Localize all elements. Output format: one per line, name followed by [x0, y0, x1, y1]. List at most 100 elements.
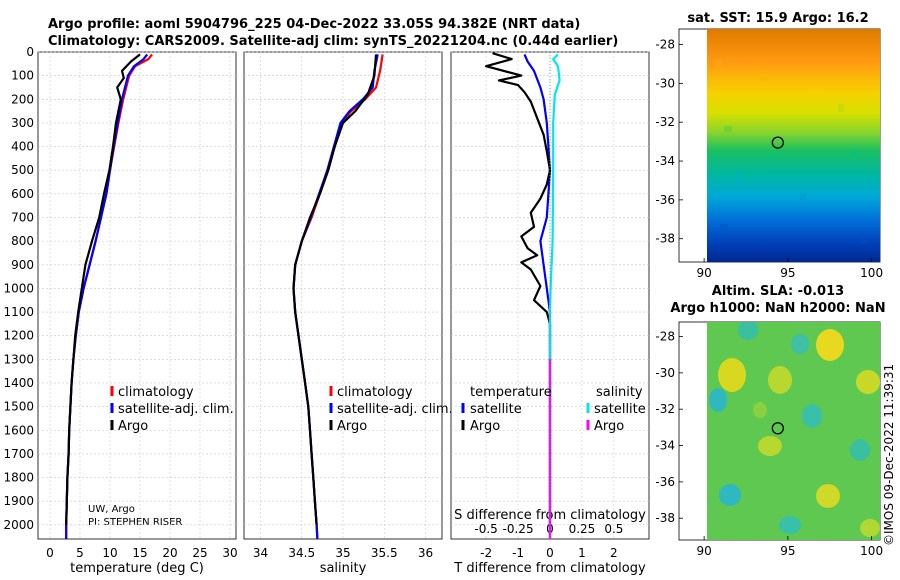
y-tick-label: 1400 [3, 376, 34, 390]
sla-map-title-1: Altim. SLA: -0.013 [712, 284, 844, 299]
map-x-tick-label: 95 [780, 266, 795, 280]
salinity-panel: 34 34.5 35 35.5 36 salinity climatology satelli… [243, 51, 453, 576]
map-y-tick-label: -30 [655, 76, 675, 90]
map-y-tick-label: -28 [655, 330, 675, 344]
legend-label: Argo [594, 419, 624, 434]
y-tick-label: 700 [11, 210, 34, 224]
map-y-tick-label: -36 [655, 193, 675, 207]
y-tick-label: 1900 [3, 494, 34, 508]
x-tick-label: 0 [546, 546, 554, 560]
x-tick-label: -1 [512, 546, 524, 560]
sst-heatmap [707, 29, 880, 262]
y-tick-label: 100 [11, 69, 34, 83]
y-tick-label: 1500 [3, 400, 34, 414]
map-axes: 90 95 100 -28 -30 -32 -34 -36 -38 90 95 100 -28 -30 -3… [655, 38, 883, 558]
x-tick-label: 2 [610, 546, 618, 560]
x-tick-label: 25 [192, 546, 207, 560]
legend-label: satellite [470, 402, 522, 417]
legend-label: Argo [470, 419, 500, 434]
legend-label: climatology [337, 385, 413, 400]
y-tick-label: 900 [11, 258, 34, 272]
imos-stamp: ©IMOS 09-Dec-2022 11:39:31 [882, 364, 896, 546]
y-tick-label: 800 [11, 234, 34, 248]
legend-title-temperature: temperature [470, 385, 552, 400]
y-tick-label: 1000 [3, 281, 34, 295]
title-line-1: Argo profile: aoml 5904796_225 04-Dec-20… [48, 17, 580, 32]
sla-map-panel: Altim. SLA: -0.013 Argo h1000: NaN h2000… [670, 284, 886, 541]
x-axis-label: T difference from climatology [453, 561, 646, 576]
plot-frame [37, 51, 237, 540]
map-y-tick-label: -32 [655, 402, 675, 416]
y-tick-label: 500 [11, 163, 34, 177]
x-top-tick-label: 0.5 [604, 522, 623, 536]
map-y-tick-label: -34 [655, 154, 675, 168]
y-tick-label: 2000 [3, 518, 34, 532]
map-y-tick-label: -30 [655, 366, 675, 380]
map-y-tick-label: -28 [655, 38, 675, 52]
map-y-tick-label: -36 [655, 475, 675, 489]
map-x-tick-label: 90 [696, 266, 711, 280]
series-line-temperature-argo [485, 52, 552, 525]
y-tick-label: 600 [11, 187, 34, 201]
y-tick-label: 200 [11, 92, 34, 106]
credit-line-1: UW, Argo [88, 504, 135, 515]
legend-label: climatology [118, 385, 194, 400]
x-tick-label: 34 [253, 546, 268, 560]
legend-label: satellite [594, 402, 646, 417]
sla-map-title-2: Argo h1000: NaN h2000: NaN [670, 301, 885, 316]
y-tick-label: 1300 [3, 352, 34, 366]
x-axis-label: salinity [320, 561, 367, 576]
map-x-tick-label: 90 [696, 544, 711, 558]
x-tick-label: 20 [162, 546, 177, 560]
x-tick-label: 35 [335, 546, 350, 560]
series-line-argo [292, 54, 378, 525]
map-y-tick-label: -38 [655, 511, 675, 525]
x-tick-label: 0 [46, 546, 54, 560]
y-tick-label: 300 [11, 116, 34, 130]
y-tick-label: 0 [26, 45, 34, 59]
map-y-tick-label: -32 [655, 115, 675, 129]
sst-noise [716, 60, 866, 244]
map-x-tick-label: 100 [860, 266, 883, 280]
x-axis-label: temperature (deg C) [70, 561, 204, 576]
x-top-tick-label: 0.25 [569, 522, 596, 536]
series-line-argo [65, 53, 141, 525]
x-tick-label: 1 [578, 546, 586, 560]
y-tick-label: 1100 [3, 305, 34, 319]
legend-label: Argo [337, 419, 367, 434]
legend-title-salinity: salinity [596, 385, 643, 400]
y-tick-label: 1700 [3, 447, 34, 461]
map-x-tick-label: 100 [860, 544, 883, 558]
map-y-tick-label: -38 [655, 232, 675, 246]
sla-heatmap [707, 322, 880, 540]
x-tick-label: 10 [102, 546, 117, 560]
title-line-2: Climatology: CARS2009. Satellite-adj cli… [48, 34, 618, 49]
x-tick-label: 34.5 [288, 546, 315, 560]
x-top-tick-label: -0.25 [503, 522, 534, 536]
x-tick-label: 36 [418, 546, 433, 560]
map-x-tick-label: 95 [780, 544, 795, 558]
x-top-tick-label: -0.5 [474, 522, 497, 536]
temperature-panel: UW, Argo PI: STEPHEN RISER 0100200300400… [3, 45, 237, 576]
y-tick-label: 400 [11, 140, 34, 154]
series-group [65, 53, 153, 539]
x-tick-label: 35.5 [371, 546, 398, 560]
y-tick-label: 1200 [3, 329, 34, 343]
legend-label: Argo [118, 419, 148, 434]
argo-location-marker [771, 136, 784, 149]
y-tick-label: 1800 [3, 471, 34, 485]
legend-label: satellite-adj. clim. [118, 402, 234, 417]
x-tick-label: 15 [132, 546, 147, 560]
series-group [292, 54, 384, 539]
series-line-salinity-satellite [548, 53, 561, 539]
argo-location-marker [771, 422, 784, 435]
x-tick-label: 30 [222, 546, 237, 560]
map-y-tick-label: -34 [655, 439, 675, 453]
sst-map-title: sat. SST: 15.9 Argo: 16.2 [687, 11, 868, 26]
y-tick-label: 1600 [3, 423, 34, 437]
x-tick-label: -2 [480, 546, 492, 560]
x-tick-label: 5 [76, 546, 84, 560]
series-group [485, 52, 561, 539]
